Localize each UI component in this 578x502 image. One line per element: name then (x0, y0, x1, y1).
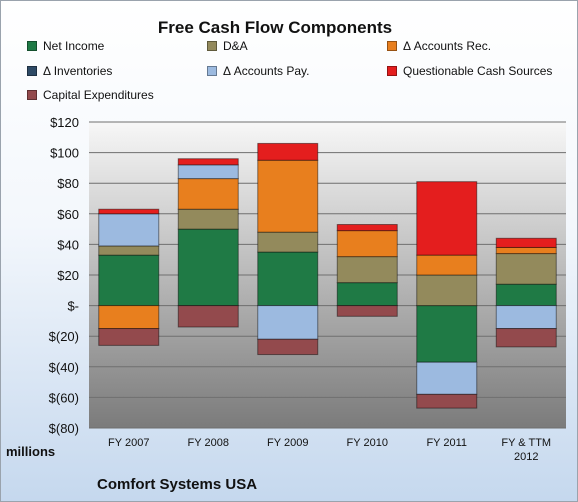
legend-item-accounts-pay: Δ Accounts Pay. (207, 63, 310, 79)
y-tick-label: $(60) (49, 390, 79, 405)
x-tick-label: FY 2008 (188, 437, 229, 449)
bar-segment (416, 305, 478, 363)
units-label: millions (6, 444, 55, 459)
legend-item-net-income: Net Income (27, 38, 104, 54)
bar-segment (495, 283, 557, 307)
y-tick-label: $- (67, 299, 79, 314)
y-tick-label: $120 (50, 115, 79, 130)
bar-segment (257, 159, 319, 233)
x-tick-label: FY 2010 (347, 437, 388, 449)
legend-swatch (387, 41, 397, 51)
bar-segment (257, 231, 319, 253)
bar-segment (177, 228, 239, 307)
y-tick-label: $(80) (49, 421, 79, 436)
legend-item-questionable-cash: Questionable Cash Sources (387, 63, 552, 79)
bar-segment (98, 208, 160, 215)
chart-subtitle: Comfort Systems USA (97, 476, 257, 493)
bar-segment (495, 305, 557, 330)
y-tick-label: $80 (57, 176, 79, 191)
legend-label: D&A (223, 39, 248, 53)
bar-segment (98, 213, 160, 247)
bar-segment (336, 282, 398, 307)
bar-segment (177, 164, 239, 180)
bar-segment (495, 237, 557, 248)
bar-segment (495, 246, 557, 255)
legend-label: Net Income (43, 39, 105, 53)
bar-segment (177, 305, 239, 328)
legend-item-capex: Capital Expenditures (27, 87, 154, 103)
legend-swatch (27, 90, 37, 100)
bar-segment (98, 305, 160, 330)
y-tick-label: $20 (57, 268, 79, 283)
legend-swatch (27, 66, 37, 76)
legend-item-accounts-rec: Δ Accounts Rec. (387, 38, 491, 54)
legend-item-inventories: Δ Inventories (27, 63, 112, 79)
y-tick-label: $(20) (49, 329, 79, 344)
x-tick-label: FY 2011 (426, 437, 467, 449)
y-tick-label: $100 (50, 146, 79, 161)
legend-swatch (207, 41, 217, 51)
legend-label: Δ Inventories (43, 64, 113, 78)
legend-item-d-and-a: D&A (207, 38, 248, 54)
bar-segment (336, 305, 398, 317)
x-tick-label: FY & TTM 2012 (501, 437, 551, 463)
bar-segment (495, 253, 557, 285)
bar-segment (177, 208, 239, 230)
bar-segment (98, 328, 160, 346)
bar-segment (336, 256, 398, 284)
legend-swatch (207, 66, 217, 76)
legend-swatch (387, 66, 397, 76)
y-tick-label: $(40) (49, 360, 79, 375)
bar-segment (98, 245, 160, 256)
bar-segment (257, 251, 319, 307)
bar-segment (336, 230, 398, 258)
bar-segment (416, 274, 478, 307)
x-tick-label: FY 2009 (267, 437, 308, 449)
legend-label: Δ Accounts Pay. (223, 64, 310, 78)
legend-swatch (27, 41, 37, 51)
bar-segment (257, 142, 319, 161)
bar-segment (257, 305, 319, 340)
bar-segment (495, 328, 557, 348)
x-tick-label: FY 2007 (108, 437, 149, 449)
bar-segment (98, 254, 160, 307)
bar-segment (336, 224, 398, 232)
legend-label: Capital Expenditures (43, 88, 154, 102)
bar-segment (416, 181, 478, 256)
y-tick-label: $40 (57, 237, 79, 252)
legend-label: Questionable Cash Sources (403, 64, 553, 78)
bar-segment (416, 254, 478, 276)
legend-label: Δ Accounts Rec. (403, 39, 492, 53)
chart-title: Free Cash Flow Components (158, 18, 392, 37)
bar-segment (177, 158, 239, 166)
bar-segment (416, 361, 478, 395)
y-tick-label: $60 (57, 207, 79, 222)
bar-segment (416, 393, 478, 409)
bar-segment (257, 338, 319, 356)
bar-segment (177, 178, 239, 210)
